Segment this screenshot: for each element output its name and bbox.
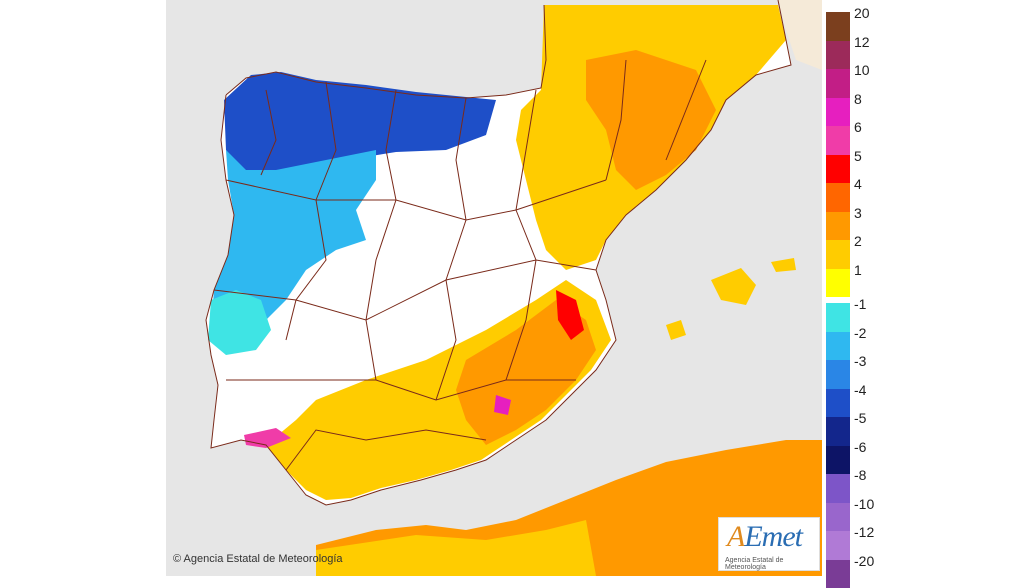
legend-swatch: [826, 155, 850, 184]
legend-swatch: [826, 503, 850, 532]
logo-brand-rest: Emet: [744, 520, 802, 553]
copyright-text: © Agencia Estatal de Meteorología: [173, 553, 343, 565]
legend-label: 5: [854, 149, 862, 163]
legend-label: -2: [854, 326, 866, 340]
legend-swatch: [826, 69, 850, 98]
legend-swatch: [826, 303, 850, 332]
legend-label: -12: [854, 525, 874, 539]
legend-swatch: [826, 389, 850, 418]
map-frame: [166, 0, 822, 576]
legend-swatch: [826, 183, 850, 212]
legend-label: 3: [854, 206, 862, 220]
legend-label: 8: [854, 92, 862, 106]
legend-swatch: [826, 212, 850, 241]
legend-label: 10: [854, 63, 870, 77]
legend-swatch: [826, 417, 850, 446]
legend-label: 4: [854, 177, 862, 191]
anomaly-map: [166, 0, 822, 576]
legend-label: -20: [854, 554, 874, 568]
legend-label: -6: [854, 440, 866, 454]
aemet-logo: AEmet Agencia Estatal de Meteorología: [718, 517, 820, 571]
legend-label: -5: [854, 411, 866, 425]
legend-label: 1: [854, 263, 862, 277]
legend-swatch: [826, 240, 850, 269]
legend-label: 20: [854, 6, 870, 20]
legend-swatch: [826, 474, 850, 503]
legend-label: 12: [854, 35, 870, 49]
legend-swatch: [826, 360, 850, 389]
anomaly-legend: 20 12 10 8 6 5 4 3 2 1 -1 -2 -3 -4 -5 -6 -8 -10 -12 -20: [826, 8, 878, 570]
logo-subtitle: Agencia Estatal de Meteorología: [725, 557, 819, 571]
legend-label: -1: [854, 297, 866, 311]
legend-swatch: [826, 12, 850, 41]
legend-swatch: [826, 41, 850, 70]
legend-label: 2: [854, 234, 862, 248]
legend-swatch: [826, 446, 850, 475]
legend-swatch: [826, 98, 850, 127]
logo-brand-a: A: [727, 520, 744, 553]
legend-label: -8: [854, 468, 866, 482]
legend-label: -10: [854, 497, 874, 511]
legend-label: -3: [854, 354, 866, 368]
logo-brand: AEmet: [727, 520, 802, 554]
legend-label: 6: [854, 120, 862, 134]
legend-swatch: [826, 531, 850, 560]
legend-swatch: [826, 269, 850, 298]
legend-label: -4: [854, 383, 866, 397]
legend-swatch: [826, 126, 850, 155]
legend-swatch: [826, 332, 850, 361]
legend-swatch: [826, 560, 850, 588]
